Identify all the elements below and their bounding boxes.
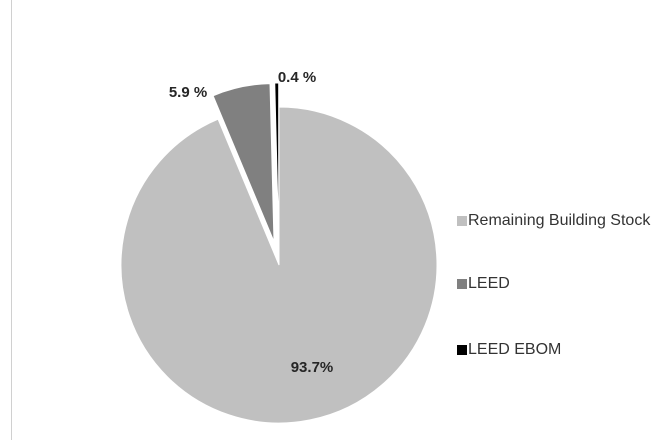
legend-label: LEED EBOM (468, 341, 562, 358)
chart-frame-line (11, 0, 12, 440)
legend-item-leed: LEED (457, 275, 510, 293)
legend-label: LEED (468, 275, 510, 292)
legend-item-leed-ebom: LEED EBOM (457, 341, 561, 359)
legend-swatch-remaining-building-stock (457, 216, 467, 226)
data-label-leed-ebom: 0.4 % (278, 69, 316, 86)
slice-leed (212, 83, 275, 242)
slice-leed-ebom (274, 82, 280, 242)
data-label-remaining-building-stock: 93.7% (291, 359, 334, 376)
slice-remaining-building-stock (120, 106, 438, 424)
legend-item-remaining-building-stock: Remaining Building Stock (457, 212, 650, 230)
data-label-leed: 5.9 % (169, 84, 207, 101)
legend-label: Remaining Building Stock (468, 212, 651, 229)
legend-swatch-leed (457, 279, 467, 289)
legend-swatch-leed-ebom (457, 345, 467, 355)
